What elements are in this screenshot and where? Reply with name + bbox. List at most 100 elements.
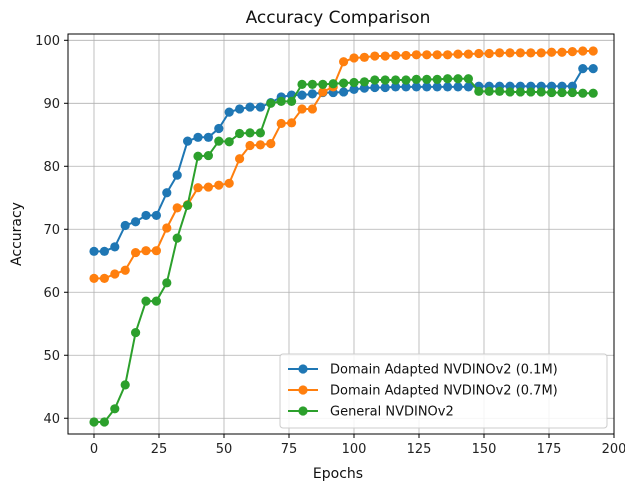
data-point [526,48,536,58]
data-point [474,86,484,96]
data-point [474,48,484,59]
data-point [120,220,130,231]
x-ticks: 0 25 50 75 100 125 150 175 200 [90,434,625,457]
data-point [214,123,224,134]
data-point [380,82,390,93]
plot-frame [67,33,615,435]
data-point [391,82,401,92]
data-point [567,47,578,57]
data-point [495,86,505,96]
legend-label: Domain Adapted NVDINOv2 (0.1M) [330,363,558,378]
legend-item: Domain Adapted NVDINOv2 (0.1M) [288,363,558,378]
data-point [328,79,338,89]
data-point [89,417,99,427]
data-point [536,87,546,97]
x-tick-label: 75 [281,442,298,457]
data-point [89,246,99,256]
data-point [391,75,401,85]
data-point [151,296,161,306]
y-tick-label: 50 [43,349,60,364]
data-point [214,136,224,146]
data-point [536,48,546,58]
data-point [162,188,172,198]
data-point [349,53,359,63]
data-point [297,104,307,114]
data-point [110,242,120,252]
x-tick-label: 150 [472,442,497,457]
data-point [526,87,536,97]
data-point [588,88,598,98]
data-point [266,139,276,149]
legend: Domain Adapted NVDINOv2 (0.1M) Domain Ada… [279,353,608,429]
data-point [224,178,234,188]
data-point [453,82,463,92]
data-point [287,118,297,128]
legend-item: General NVDINOv2 [288,405,454,420]
legend-swatch-marker [298,406,308,416]
data-point [547,81,557,91]
series-2 [89,46,598,284]
y-tick-label: 100 [35,34,60,49]
y-ticks: 40 50 60 70 80 90 100 [35,34,68,427]
data-point [214,180,224,190]
data-point [422,74,432,84]
data-point [255,140,265,150]
data-point [463,49,473,59]
data-point [349,77,359,88]
data-point [547,47,557,57]
data-point [484,48,494,59]
series-3 [89,74,598,427]
data-point [370,82,380,93]
data-point [557,81,567,91]
y-tick-label: 40 [43,412,60,427]
data-point [318,79,328,89]
x-tick-label: 175 [537,442,562,457]
data-point [172,203,182,213]
data-point [505,87,515,97]
y-axis-title: Accuracy [9,202,25,266]
data-point [162,223,172,233]
data-point [235,128,245,139]
data-point [453,49,463,59]
data-point [443,50,453,60]
data-point [453,74,463,84]
legend-swatch-marker [298,385,308,395]
data-point [172,170,182,180]
data-point [588,64,598,74]
data-point [110,404,120,414]
data-point [162,278,172,288]
data-point [359,77,369,87]
data-point [370,51,380,61]
data-point [370,75,380,85]
data-point [339,57,349,67]
data-point [443,82,453,92]
data-point [203,150,213,161]
data-point [432,50,442,60]
grid-layer [68,34,615,434]
data-point [245,140,255,151]
data-point [141,246,151,256]
data-point [422,82,432,92]
data-point [359,83,369,93]
data-point [172,233,182,243]
data-point [131,327,141,338]
series-1 [89,64,598,256]
data-point [287,96,297,106]
x-tick-label: 100 [342,442,367,457]
data-point [339,78,349,88]
data-point [463,74,473,84]
x-tick-label: 50 [216,442,233,457]
data-point [99,417,109,427]
data-point [515,48,526,58]
data-point [151,210,161,221]
data-point [193,183,203,193]
data-point [297,79,307,89]
legend-label: Domain Adapted NVDINOv2 (0.7M) [330,384,558,399]
data-point [401,75,411,85]
data-point [110,269,120,279]
data-point [484,86,494,96]
data-point [183,136,193,146]
data-point [307,104,317,114]
data-point [515,87,526,97]
